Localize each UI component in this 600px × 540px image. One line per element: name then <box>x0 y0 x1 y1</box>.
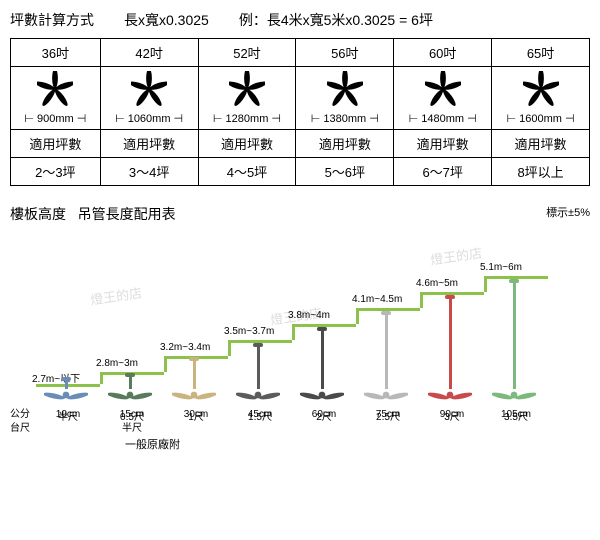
range-value: 6～7坪 <box>394 158 492 186</box>
chi-label: 1尺 <box>164 412 228 434</box>
diameter-label: ⊢ 900mm ⊣ <box>24 112 86 125</box>
fan-icon-cell: ⊢ 1060mm ⊣ <box>100 67 198 130</box>
applicable-label: 適用坪數 <box>198 130 296 158</box>
ceiling-fan-icon <box>44 389 88 406</box>
diameter-label: ⊢ 1280mm ⊣ <box>213 112 281 125</box>
applicable-label: 適用坪數 <box>492 130 590 158</box>
ceiling-height-label: 3.8m~4m <box>288 310 330 321</box>
range-value: 2～3坪 <box>11 158 101 186</box>
diameter-label: ⊢ 1600mm ⊣ <box>507 112 575 125</box>
ceiling-fan-icon <box>364 389 408 406</box>
fan-icon-cell: ⊢ 900mm ⊣ <box>11 67 101 130</box>
applicable-label: 適用坪數 <box>11 130 101 158</box>
fan-column <box>356 311 416 406</box>
watermark: 燈王的店 <box>89 282 143 308</box>
chi-label: 2.5尺 <box>356 412 420 434</box>
chi-label: 2尺 <box>292 412 356 434</box>
rod-length-chart: 燈王的店 燈王的店 燈王的店 公分 台尺 一般原廠附 2.7m~以下2.8m~3… <box>10 226 590 436</box>
applicable-label: 適用坪數 <box>296 130 394 158</box>
formula-equation: 長x寬x0.3025 <box>124 10 209 30</box>
chart-title-2: 吊管長度配用表 <box>78 206 176 222</box>
size-header: 65吋 <box>492 39 590 67</box>
applicable-label: 適用坪數 <box>394 130 492 158</box>
size-table: 36吋42吋52吋56吋60吋65吋 ⊢ 900mm ⊣⊢ 1060mm ⊣⊢ … <box>10 38 590 186</box>
formula-example: 例：長4米x寬5米x0.3025 = 6坪 <box>239 10 433 30</box>
diameter-label: ⊢ 1380mm ⊣ <box>311 112 379 125</box>
chi-label: 半尺 <box>36 412 100 434</box>
ceiling-height-label: 5.1m~6m <box>480 262 522 273</box>
diameter-label: ⊢ 1060mm ⊣ <box>115 112 183 125</box>
fan-icon-cell: ⊢ 1280mm ⊣ <box>198 67 296 130</box>
ceiling-height-label: 4.6m~5m <box>416 278 458 289</box>
fan-5blade-icon <box>37 71 73 110</box>
factory-note: 一般原廠附 <box>125 436 180 452</box>
size-row: 36吋42吋52吋56吋60吋65吋 <box>11 39 590 67</box>
chart-title-1: 樓板高度 <box>10 206 66 222</box>
fan-5blade-icon <box>229 71 265 110</box>
ceiling-fan-icon <box>492 389 536 406</box>
fan-column <box>420 295 480 406</box>
fan-column <box>100 373 160 406</box>
ceiling-fan-icon <box>428 389 472 406</box>
fan-column <box>292 327 352 406</box>
size-header: 42吋 <box>100 39 198 67</box>
unit-chi-label: 台尺 <box>10 419 30 434</box>
range-value: 8坪以上 <box>492 158 590 186</box>
range-value: 5～6坪 <box>296 158 394 186</box>
formula-label: 坪數計算方式 <box>10 10 94 30</box>
fan-column <box>164 357 224 406</box>
fan-5blade-icon <box>131 71 167 110</box>
ceiling-height-label: 2.8m~3m <box>96 358 138 369</box>
fan-icon-row: ⊢ 900mm ⊣ ⊢ 1060mm ⊣ ⊢ 1280mm ⊣ ⊢ 1380mm ⊣ ⊢… <box>11 67 590 130</box>
ceiling-fan-icon <box>172 389 216 406</box>
chi-label: 1.5尺 <box>228 412 292 434</box>
chi-label: 3尺 <box>420 412 484 434</box>
ceiling-fan-icon <box>236 389 280 406</box>
watermark: 燈王的店 <box>429 242 483 268</box>
fan-column <box>484 279 544 406</box>
range-value: 3～4坪 <box>100 158 198 186</box>
size-header: 56吋 <box>296 39 394 67</box>
fan-column <box>36 377 96 406</box>
fan-icon-cell: ⊢ 1600mm ⊣ <box>492 67 590 130</box>
chi-label: 3.5尺 <box>484 412 548 434</box>
fan-icon-cell: ⊢ 1480mm ⊣ <box>394 67 492 130</box>
unit-cm-label: 公分 <box>10 405 30 420</box>
size-header: 36吋 <box>11 39 101 67</box>
size-header: 52吋 <box>198 39 296 67</box>
ceiling-fan-icon <box>108 389 152 406</box>
fan-column <box>228 343 288 406</box>
ceiling-fan-icon <box>300 389 344 406</box>
range-value: 4～5坪 <box>198 158 296 186</box>
fan-5blade-icon <box>523 71 559 110</box>
applicable-label: 適用坪數 <box>100 130 198 158</box>
diameter-label: ⊢ 1480mm ⊣ <box>409 112 477 125</box>
fan-5blade-icon <box>327 71 363 110</box>
ceiling-height-label: 3.5m~3.7m <box>224 326 274 337</box>
chart-title-row: 樓板高度 吊管長度配用表 標示±5% <box>10 204 590 224</box>
tolerance-label: 標示±5% <box>546 204 590 220</box>
ceiling-height-label: 3.2m~3.4m <box>160 342 210 353</box>
applicable-label-row: 適用坪數適用坪數適用坪數適用坪數適用坪數適用坪數 <box>11 130 590 158</box>
chi-label: 0.5尺 半尺 <box>100 412 164 434</box>
size-header: 60吋 <box>394 39 492 67</box>
ceiling-height-label: 4.1m~4.5m <box>352 294 402 305</box>
formula-row: 坪數計算方式 長x寬x0.3025 例：長4米x寬5米x0.3025 = 6坪 <box>10 10 590 30</box>
fan-5blade-icon <box>425 71 461 110</box>
fan-icon-cell: ⊢ 1380mm ⊣ <box>296 67 394 130</box>
range-row: 2～3坪3～4坪4～5坪5～6坪6～7坪8坪以上 <box>11 158 590 186</box>
